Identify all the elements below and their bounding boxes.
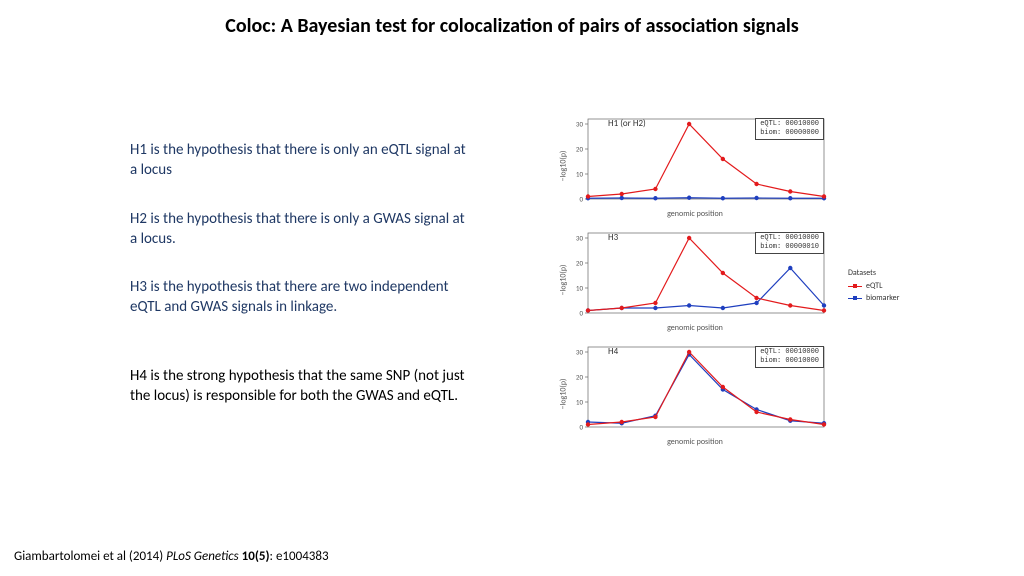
chart-xlabel: genomic position (560, 437, 830, 447)
svg-text:10: 10 (576, 170, 584, 179)
citation-pages: : e1004383 (270, 549, 329, 564)
chart-panels: 0 10 20 30 −log10(p) genomic position H1 (or H… (560, 115, 860, 457)
legend-title: Datasets (848, 268, 899, 278)
chart-panel-h4: 0 10 20 30 −log10(p) genomic position H4 eQTL: … (560, 343, 830, 445)
chart-ylabel: −log10(p) (558, 265, 568, 296)
chart-xlabel: genomic position (560, 323, 830, 333)
citation-volume: 10(5) (239, 549, 270, 564)
legend-item: eQTL (848, 281, 899, 291)
svg-text:30: 30 (576, 120, 584, 129)
chart-ylabel: −log10(p) (558, 151, 568, 182)
chart-config-string: eQTL: 00010000biom: 00000010 (755, 232, 824, 254)
hypothesis-h4: H4 is the strong hypothesis that the sam… (130, 366, 470, 407)
chart-xlabel: genomic position (560, 209, 830, 219)
hypothesis-h3: H3 is the hypothesis that there are two … (130, 277, 470, 318)
hypothesis-h1: H1 is the hypothesis that there is only … (130, 140, 470, 181)
svg-text:20: 20 (576, 373, 584, 382)
svg-text:0: 0 (579, 195, 583, 204)
legend-item: biomarker (848, 293, 899, 303)
svg-text:0: 0 (579, 423, 583, 432)
citation-authors: Giambartolomei et al (2014) (14, 549, 166, 564)
chart-panel-title: H1 (or H2) (608, 118, 646, 129)
svg-text:30: 30 (576, 234, 584, 243)
chart-config-string: eQTL: 00010000biom: 00000000 (755, 118, 824, 140)
svg-text:30: 30 (576, 348, 584, 357)
slide-title: Coloc: A Bayesian test for colocalizatio… (0, 14, 1024, 38)
citation-journal: PLoS Genetics (166, 549, 239, 564)
hypothesis-h2: H2 is the hypothesis that there is only … (130, 209, 470, 250)
chart-panel-title: H3 (608, 232, 618, 243)
svg-text:20: 20 (576, 259, 584, 268)
chart-ylabel: −log10(p) (558, 379, 568, 410)
chart-panel-h3: 0 10 20 30 −log10(p) genomic position H3 eQTL: … (560, 229, 830, 331)
chart-panel-h1h2: 0 10 20 30 −log10(p) genomic position H1 (or H… (560, 115, 830, 217)
hypotheses-block: H1 is the hypothesis that there is only … (130, 140, 470, 434)
chart-config-string: eQTL: 00010000biom: 00010000 (755, 346, 824, 368)
citation: Giambartolomei et al (2014) PLoS Genetic… (14, 549, 329, 564)
chart-panel-title: H4 (608, 346, 618, 357)
svg-text:10: 10 (576, 398, 584, 407)
svg-text:10: 10 (576, 284, 584, 293)
svg-text:0: 0 (579, 309, 583, 318)
svg-text:20: 20 (576, 145, 584, 154)
legend: Datasets eQTL biomarker (848, 268, 899, 305)
